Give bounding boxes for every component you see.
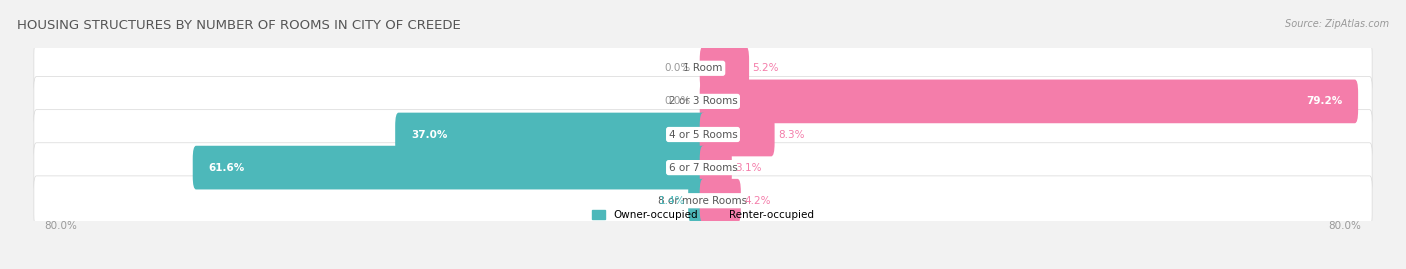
FancyBboxPatch shape [34, 77, 1372, 126]
FancyBboxPatch shape [700, 146, 731, 189]
Text: 61.6%: 61.6% [208, 162, 245, 173]
FancyBboxPatch shape [193, 146, 706, 189]
FancyBboxPatch shape [395, 113, 706, 156]
Text: 1.4%: 1.4% [658, 196, 685, 206]
Text: 3.1%: 3.1% [735, 162, 762, 173]
Text: HOUSING STRUCTURES BY NUMBER OF ROOMS IN CITY OF CREEDE: HOUSING STRUCTURES BY NUMBER OF ROOMS IN… [17, 19, 461, 32]
Text: 80.0%: 80.0% [1329, 221, 1361, 231]
FancyBboxPatch shape [688, 179, 706, 222]
Text: 8.3%: 8.3% [778, 129, 804, 140]
FancyBboxPatch shape [34, 44, 1372, 93]
Text: 1 Room: 1 Room [683, 63, 723, 73]
Text: 5.2%: 5.2% [752, 63, 779, 73]
Text: 80.0%: 80.0% [45, 221, 77, 231]
Text: 0.0%: 0.0% [665, 96, 690, 107]
Legend: Owner-occupied, Renter-occupied: Owner-occupied, Renter-occupied [588, 206, 818, 224]
FancyBboxPatch shape [34, 110, 1372, 159]
Text: 8 or more Rooms: 8 or more Rooms [658, 196, 748, 206]
Text: 2 or 3 Rooms: 2 or 3 Rooms [669, 96, 737, 107]
Text: Source: ZipAtlas.com: Source: ZipAtlas.com [1285, 19, 1389, 29]
FancyBboxPatch shape [700, 47, 749, 90]
Text: 79.2%: 79.2% [1306, 96, 1343, 107]
FancyBboxPatch shape [700, 179, 741, 222]
Text: 37.0%: 37.0% [411, 129, 447, 140]
Text: 4.2%: 4.2% [744, 196, 770, 206]
FancyBboxPatch shape [34, 176, 1372, 225]
Text: 6 or 7 Rooms: 6 or 7 Rooms [669, 162, 737, 173]
FancyBboxPatch shape [700, 80, 1358, 123]
Text: 4 or 5 Rooms: 4 or 5 Rooms [669, 129, 737, 140]
Text: 0.0%: 0.0% [665, 63, 690, 73]
FancyBboxPatch shape [34, 143, 1372, 192]
FancyBboxPatch shape [700, 113, 775, 156]
